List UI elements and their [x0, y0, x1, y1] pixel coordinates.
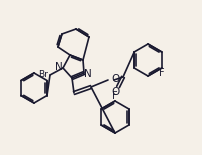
- Text: O: O: [112, 87, 120, 97]
- Text: F: F: [112, 91, 118, 101]
- Text: O: O: [111, 74, 119, 84]
- Text: N: N: [55, 62, 63, 72]
- Text: F: F: [159, 68, 165, 78]
- Text: Br: Br: [38, 70, 48, 79]
- Text: N: N: [84, 69, 92, 79]
